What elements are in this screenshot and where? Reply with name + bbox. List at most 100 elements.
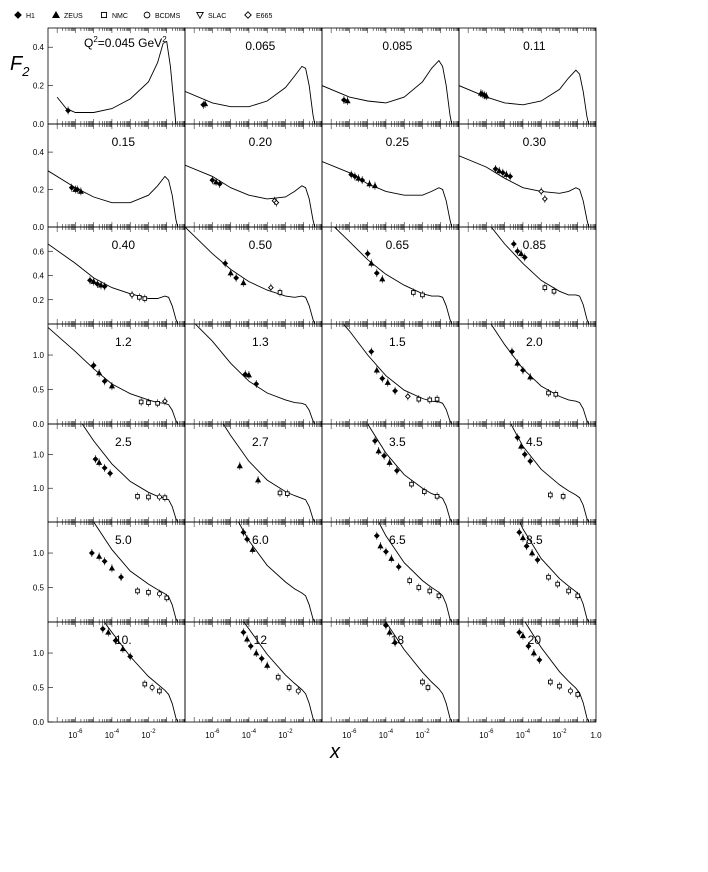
data-point-h1 — [359, 177, 366, 184]
data-point-e665 — [267, 284, 274, 291]
data-point-e665 — [129, 291, 135, 298]
data-point-h1 — [509, 348, 515, 355]
data-point-nmc — [427, 397, 433, 403]
data-point-zeus — [96, 369, 103, 376]
panel-0.11: 0.11 — [458, 27, 597, 125]
data-point-h1 — [523, 543, 530, 550]
panel-12: 12 — [184, 621, 323, 723]
data-point-h1 — [99, 625, 106, 632]
data-point-nmc — [162, 495, 168, 500]
data-point-nmc — [137, 295, 142, 300]
data-point-zeus — [355, 175, 362, 181]
panel-label: 6.0 — [252, 533, 269, 547]
data-point-h1 — [101, 283, 108, 290]
panel-6.0: 6.0 — [184, 521, 323, 623]
x-tick-label: 10-2 — [278, 729, 293, 740]
data-point-nmc — [553, 392, 559, 397]
data-point-h1 — [514, 248, 521, 255]
legend-item-bcdms: BCDMS — [143, 11, 181, 20]
data-point-e665 — [273, 199, 280, 206]
data-point-h1 — [514, 434, 521, 441]
panel-0.50: 0.50 — [184, 226, 323, 325]
data-point-nmc — [142, 296, 148, 301]
fit-curve — [519, 522, 590, 622]
data-point-nmc — [566, 588, 571, 594]
data-point-h1 — [101, 464, 108, 471]
fit-curve — [185, 164, 316, 227]
data-point-nmc — [551, 288, 557, 294]
data-point-bcdms — [567, 688, 573, 694]
data-point-h1 — [240, 529, 247, 536]
data-point-h1 — [107, 470, 114, 477]
data-point-h1 — [392, 639, 399, 646]
data-point-nmc — [164, 595, 170, 601]
data-point-zeus — [375, 447, 382, 454]
fit-curve — [243, 622, 316, 722]
data-point-h1 — [351, 173, 358, 180]
panel-label: 20 — [528, 633, 542, 647]
data-point-zeus — [386, 629, 393, 635]
y-axis-label: F2 — [10, 53, 30, 79]
legend-label: NMC — [112, 13, 128, 20]
data-point-nmc — [275, 674, 281, 680]
data-point-zeus — [519, 632, 526, 639]
legend-marker-circle-open — [143, 11, 151, 19]
data-point-h1 — [373, 270, 380, 277]
data-point-h1 — [94, 281, 101, 287]
panel-label: 5.0 — [115, 533, 132, 547]
panel-label: 1.3 — [252, 335, 269, 349]
data-point-h1 — [393, 467, 400, 474]
data-point-zeus — [249, 546, 256, 552]
legend-marker-diamond-filled — [14, 11, 22, 19]
legend-label: BCDMS — [155, 13, 181, 20]
data-point-h1 — [90, 362, 97, 369]
data-point-nmc — [157, 688, 162, 694]
data-point-nmc — [409, 481, 414, 487]
y-axis-label-sub: 2 — [21, 64, 30, 79]
panel-1.5: 1.5 — [321, 323, 460, 425]
data-point-h1 — [127, 653, 134, 660]
data-point-nmc — [542, 285, 548, 290]
data-point-zeus — [530, 649, 537, 656]
fit-curve — [194, 324, 316, 424]
panel-10.: 0.0 0.5 1.0 10. — [33, 621, 186, 727]
data-point-zeus — [108, 564, 115, 571]
y-tick-label: 0.0 — [33, 420, 45, 429]
data-point-zeus — [264, 662, 271, 668]
panel-label: 0.15 — [112, 135, 136, 149]
legend-item-zeus: ZEUS — [52, 10, 83, 20]
y-tick-label: 0.5 — [33, 584, 45, 593]
data-point-e665 — [541, 195, 548, 202]
data-point-h1 — [118, 574, 125, 581]
data-point-h1 — [65, 107, 72, 114]
panel-0.40: 0.2 0.4 0.6 0.40 — [33, 226, 186, 325]
data-point-nmc — [411, 290, 416, 295]
legend-item-slac: SLAC — [196, 11, 226, 20]
data-point-h1 — [101, 378, 108, 385]
data-point-zeus — [255, 476, 262, 483]
data-point-zeus — [518, 443, 525, 449]
legend-item-nmc: NMC — [100, 11, 128, 20]
fit-curve — [322, 161, 453, 227]
x-end-label: 1.0 — [590, 731, 602, 740]
fit-curve — [378, 522, 453, 622]
data-point-h1 — [525, 643, 532, 650]
data-point-zeus — [105, 629, 112, 635]
y-tick-label: 0.4 — [33, 148, 45, 157]
legend-item-h1: H1 — [14, 11, 35, 20]
y-tick-label: 0.2 — [33, 82, 45, 91]
panel-label: 18 — [391, 633, 405, 647]
data-point-h1 — [516, 629, 523, 636]
data-point-h1 — [242, 371, 249, 378]
data-point-h1 — [74, 186, 81, 193]
data-point-zeus — [384, 379, 391, 385]
panel-label: 1.5 — [389, 335, 406, 349]
data-point-nmc — [146, 400, 151, 405]
panel-0.65: 0.65 — [321, 226, 460, 325]
legend-marker-triangle-down-open — [196, 11, 204, 20]
fit-curve — [385, 622, 453, 722]
data-point-nmc — [146, 494, 151, 500]
fit-curve — [185, 227, 316, 324]
data-point-zeus — [483, 92, 490, 99]
data-point-h1 — [247, 643, 254, 650]
